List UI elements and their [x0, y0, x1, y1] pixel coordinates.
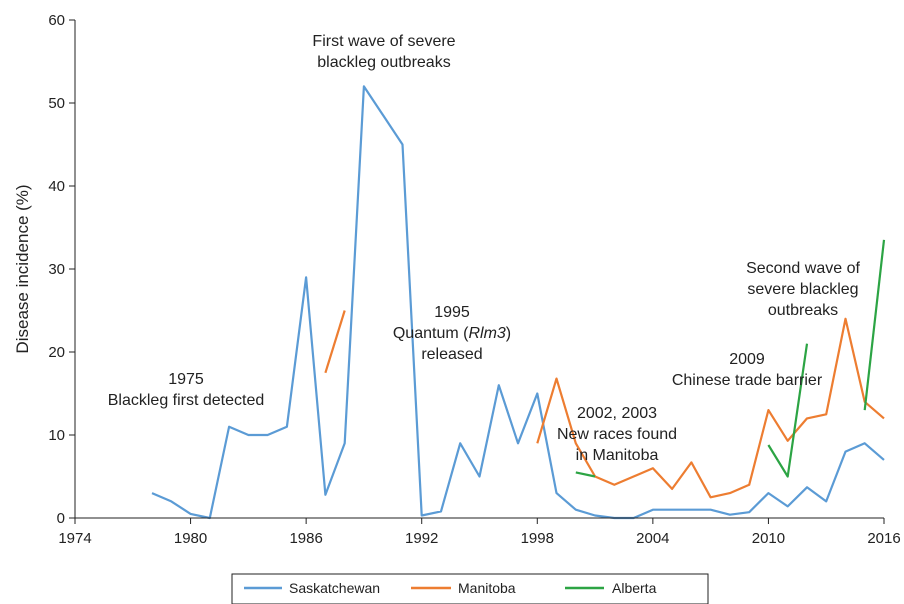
- annotation-a2002-line-1: New races found: [557, 426, 677, 443]
- y-tick-label: 50: [48, 95, 65, 112]
- legend-box: [231, 573, 709, 604]
- annotation-a2002-line-0: 2002, 2003: [577, 405, 657, 422]
- series-line-manitoba-0: [324, 310, 346, 374]
- annotation-asecond-line-1: severe blackleg: [747, 281, 858, 298]
- annotation-a1975-line-1: Blackleg first detected: [108, 392, 265, 409]
- annotation-asecond-line-2: outbreaks: [768, 302, 838, 319]
- y-axis-title: Disease incidence (%): [13, 184, 32, 353]
- annotation-a2009-line-0: 2009: [729, 351, 765, 368]
- legend: Saskatchewan Manitoba Alberta: [231, 573, 709, 604]
- annotation-a1995-line-1: Quantum (Rlm3): [393, 325, 511, 342]
- series-line-alberta-0: [575, 471, 596, 478]
- x-tick-label: 2016: [867, 530, 900, 547]
- annotation-a2002-line-2: in Manitoba: [576, 447, 659, 464]
- annotation-a1995-line-2: released: [421, 346, 482, 363]
- annotation-afirst-line-0: First wave of severe: [312, 33, 455, 50]
- x-tick-label: 2010: [752, 530, 785, 547]
- y-tick-label: 60: [48, 12, 65, 29]
- x-tick-label: 1998: [521, 530, 554, 547]
- x-tick-label: 2004: [636, 530, 669, 547]
- series-line-alberta-1: [767, 343, 809, 478]
- series-line-alberta-2: [863, 239, 886, 411]
- x-tick-label: 1986: [289, 530, 322, 547]
- y-tick-label: 0: [57, 510, 65, 527]
- annotations: 1975 Blackleg first detected First wave of…: [108, 33, 861, 464]
- legend-label-alberta: Alberta: [612, 580, 657, 596]
- legend-label-saskatchewan: Saskatchewan: [289, 580, 380, 596]
- legend-label-manitoba: Manitoba: [458, 580, 516, 596]
- plot-lines: [151, 85, 886, 520]
- y-tick-label: 20: [48, 344, 65, 361]
- y-tick-label: 40: [48, 178, 65, 195]
- x-tick-label: 1980: [174, 530, 207, 547]
- series-line-saskatchewan-0: [151, 85, 885, 520]
- annotation-a1975-line-0: 1975: [168, 371, 204, 388]
- x-tick-label: 1992: [405, 530, 438, 547]
- x-tick-label: 1974: [58, 530, 91, 547]
- annotation-a2009-line-1: Chinese trade barrier: [672, 372, 823, 389]
- annotation-a1995-line-0: 1995: [434, 304, 470, 321]
- y-tick-label: 10: [48, 427, 65, 444]
- axes: 0 10 20 30 40 50 60 1974 1980 1986 1992 1998 2004 201…: [13, 12, 901, 547]
- y-tick-label: 30: [48, 261, 65, 278]
- annotation-afirst-line-1: blackleg outbreaks: [317, 54, 450, 71]
- annotation-asecond-line-0: Second wave of: [746, 260, 860, 277]
